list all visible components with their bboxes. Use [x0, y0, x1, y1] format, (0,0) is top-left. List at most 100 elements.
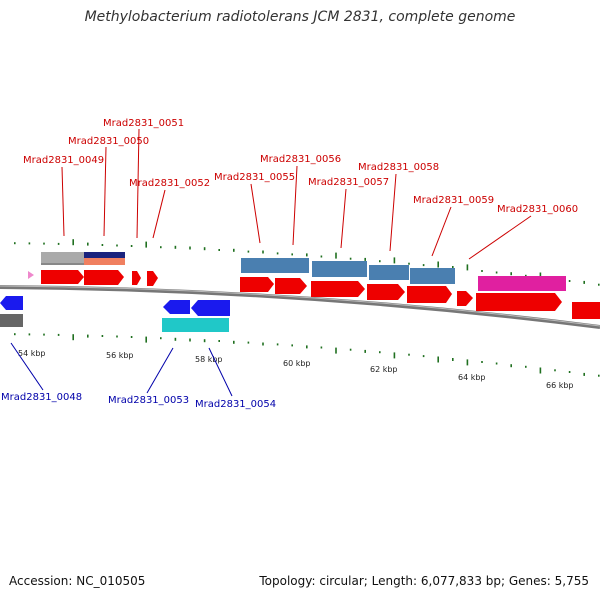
gc-tick	[218, 340, 220, 342]
gc-tick	[525, 365, 527, 368]
tick-label: 54 kbp	[18, 349, 46, 358]
gene-label-0055: Mrad2831_0055	[214, 172, 295, 183]
gene-label-0057: Mrad2831_0057	[308, 177, 389, 188]
gc-tick	[57, 333, 60, 336]
cds-0058a	[367, 284, 405, 300]
gc-tick	[87, 334, 89, 338]
genome-backbone	[0, 285, 600, 329]
gene-label-0056: Mrad2831_0056	[260, 154, 341, 165]
gc-tick	[101, 335, 104, 337]
gene-label-0052: Mrad2831_0052	[129, 178, 210, 189]
gene-label-0059: Mrad2831_0059	[413, 195, 494, 206]
cds-0060	[476, 293, 562, 311]
gene-labels-top: Mrad2831_0049 Mrad2831_0050 Mrad2831_005…	[23, 118, 578, 215]
tick-label: 58 kbp	[195, 355, 223, 364]
gc-tick	[393, 352, 396, 359]
gc-tick	[203, 339, 206, 343]
feature-steel-0055	[241, 258, 309, 273]
gc-tick	[495, 271, 498, 274]
gc-tick	[539, 367, 542, 374]
tick-label: 66 kbp	[546, 381, 574, 390]
cds-0052	[147, 271, 158, 286]
gc-tick	[554, 369, 556, 372]
gc-tick	[379, 351, 381, 354]
scale-ticks: 54 kbp 56 kbp 58 kbp 60 kbp 62 kbp 64 kb…	[18, 349, 574, 390]
gc-tick	[525, 274, 527, 277]
label-leaders-top	[61, 128, 532, 260]
gc-tick	[247, 341, 250, 344]
gc-tick	[320, 346, 323, 349]
gc-tick	[130, 336, 133, 338]
gc-tick	[349, 257, 352, 260]
gc-track-bottom	[14, 333, 600, 377]
gc-tick	[452, 266, 454, 269]
cds-0061	[572, 302, 600, 319]
cds-track-forward	[41, 270, 600, 319]
gc-tick	[291, 344, 293, 347]
gene-label-0054: Mrad2831_0054	[195, 399, 276, 410]
gc-tick	[189, 338, 191, 342]
tick-label: 56 kbp	[106, 351, 134, 360]
gc-tick	[101, 244, 104, 246]
gc-tick	[349, 348, 352, 351]
cds-0054	[191, 300, 230, 316]
gc-tick	[28, 333, 31, 336]
cds-0055	[240, 277, 274, 292]
feature-salmon	[84, 258, 125, 265]
gc-tick	[408, 262, 410, 265]
gc-tick	[364, 349, 366, 353]
gc-tick	[145, 336, 147, 343]
gc-tick	[466, 264, 469, 271]
gc-tick	[233, 340, 235, 344]
gene-label-0048: Mrad2831_0048	[1, 392, 82, 403]
gc-tick	[203, 247, 206, 251]
gc-tick	[276, 252, 279, 255]
gc-tick	[510, 272, 512, 276]
cds-0056	[275, 278, 307, 294]
gc-tick	[422, 355, 425, 358]
gc-tick	[481, 361, 483, 363]
gc-tick	[437, 261, 439, 268]
gc-tick	[262, 250, 264, 254]
gc-tick	[495, 362, 498, 365]
gc-tick	[466, 359, 469, 366]
gc-tick	[130, 245, 133, 247]
feature-track-top	[28, 252, 566, 291]
gc-tick	[14, 242, 16, 245]
gene-label-0060: Mrad2831_0060	[497, 204, 578, 215]
feature-pink-small	[28, 271, 34, 279]
gc-tick	[262, 342, 264, 346]
gc-tick	[539, 272, 542, 279]
gc-tick	[481, 270, 483, 272]
gc-tick	[437, 356, 439, 363]
gc-tick	[568, 280, 571, 282]
cds-0049	[41, 270, 84, 284]
feature-steel-0057	[312, 261, 367, 277]
gc-tick	[145, 241, 147, 248]
feature-gray	[41, 252, 84, 263]
label-leaders-bottom	[10, 342, 233, 397]
feature-steel-0058b	[410, 268, 455, 284]
gene-label-0050: Mrad2831_0050	[68, 136, 149, 147]
feature-navy	[84, 252, 125, 258]
gc-tick	[247, 250, 250, 253]
gc-tick	[116, 335, 118, 338]
gc-tick	[510, 364, 512, 368]
gc-tick	[422, 264, 425, 267]
gc-tick	[335, 347, 337, 354]
cds-0050	[84, 270, 124, 285]
feature-steel-0058a	[369, 265, 409, 280]
gc-track-top	[14, 239, 600, 286]
gc-tick	[306, 253, 308, 257]
gc-tick	[160, 246, 162, 249]
gene-label-0049: Mrad2831_0049	[23, 155, 104, 166]
tick-label: 62 kbp	[370, 365, 398, 374]
tick-label: 64 kbp	[458, 373, 486, 382]
gc-tick	[174, 337, 177, 341]
gc-tick	[364, 257, 366, 261]
cds-0059	[457, 291, 473, 306]
cds-0051	[132, 271, 141, 285]
gc-tick	[379, 260, 381, 263]
gene-labels-bottom: Mrad2831_0048 Mrad2831_0053 Mrad2831_005…	[1, 392, 276, 410]
gc-tick	[276, 343, 279, 346]
